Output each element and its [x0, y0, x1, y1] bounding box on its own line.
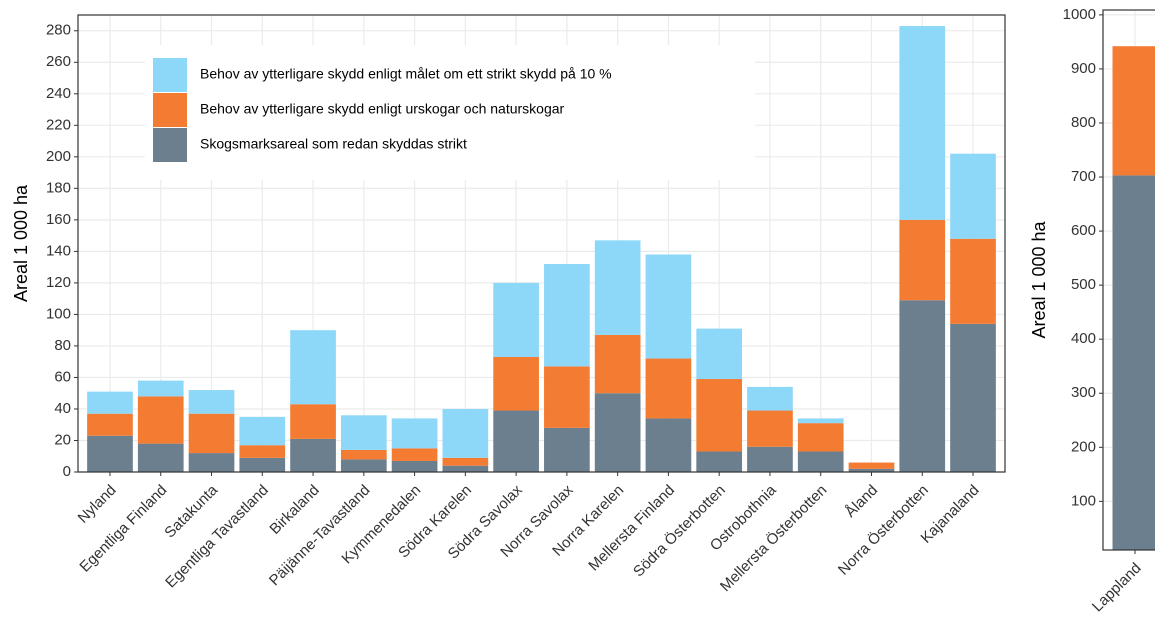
- legend-label: Skogsmarksareal som redan skyddas strikt: [200, 136, 467, 152]
- bar-segment: [493, 357, 539, 411]
- y-tick-label: 160: [46, 211, 71, 228]
- bar-segment: [950, 154, 996, 239]
- legend-key: [153, 93, 187, 127]
- y-tick-label: 240: [46, 85, 71, 102]
- y-tick-label: 200: [46, 148, 71, 165]
- x-tick-label: Norra Österbotten: [834, 481, 932, 579]
- legend-key: [153, 58, 187, 92]
- bar-segment: [443, 409, 489, 458]
- y-tick-label: 280: [46, 22, 71, 39]
- bar-segment: [138, 381, 184, 397]
- y-axis-title: Areal 1 000 ha: [11, 184, 31, 302]
- x-tick-label: Nyland: [75, 482, 120, 527]
- bar-segment: [696, 329, 742, 379]
- bar-segment: [87, 414, 133, 436]
- bar-segment: [239, 445, 285, 458]
- y-tick-label: 400: [1071, 330, 1096, 347]
- bar-segment: [138, 396, 184, 443]
- y-tick-label: 200: [1071, 438, 1096, 455]
- x-tick-label: Egentliga Finland: [76, 482, 170, 576]
- bar-segment: [189, 453, 235, 472]
- x-tick-label: Lappland: [1089, 560, 1145, 616]
- bar-segment: [392, 461, 438, 472]
- y-tick-label: 20: [54, 431, 71, 448]
- y-tick-label: 800: [1071, 114, 1096, 131]
- y-axis-title: Areal 1 000 ha: [1029, 220, 1049, 338]
- legend: Behov av ytterligare skydd enligt målet …: [145, 45, 755, 180]
- bar-segment: [290, 404, 336, 439]
- bar-segment: [392, 418, 438, 448]
- bar-segment: [443, 458, 489, 466]
- bar-segment: [950, 239, 996, 324]
- legend-label: Behov av ytterligare skydd enligt målet …: [200, 66, 612, 82]
- y-tick-label: 260: [46, 53, 71, 70]
- x-tick-label: Egentliga Tavastland: [162, 482, 272, 592]
- bar-segment: [646, 359, 692, 419]
- bar-segment: [341, 450, 387, 459]
- y-tick-label: 500: [1071, 276, 1096, 293]
- bar-segment: [595, 393, 641, 472]
- bar-segment: [493, 283, 539, 357]
- bar-segment: [1113, 46, 1155, 175]
- bar-segment: [239, 417, 285, 445]
- bar-segment: [696, 379, 742, 451]
- bar-segment: [290, 439, 336, 472]
- y-tick-label: 0: [63, 463, 71, 480]
- bar-segment: [239, 458, 285, 472]
- y-tick-label: 120: [46, 274, 71, 291]
- bar-segment: [696, 452, 742, 472]
- bar-segment: [544, 264, 590, 366]
- y-tick-label: 80: [54, 337, 71, 354]
- bar-segment: [87, 436, 133, 472]
- y-tick-label: 40: [54, 400, 71, 417]
- y-tick-label: 140: [46, 242, 71, 259]
- bar-segment: [899, 26, 945, 220]
- y-tick-label: 220: [46, 116, 71, 133]
- bar-segment: [747, 411, 793, 447]
- bar-segment: [493, 411, 539, 472]
- bar-segment: [950, 324, 996, 472]
- bar-segment: [798, 423, 844, 451]
- y-tick-label: 1000: [1063, 6, 1096, 23]
- y-tick-label: 600: [1071, 222, 1096, 239]
- y-tick-label: 700: [1071, 168, 1096, 185]
- bar-segment: [189, 390, 235, 414]
- bar-segment: [899, 300, 945, 472]
- x-tick-label: Mellersta Finland: [585, 482, 678, 575]
- bar-segment: [1113, 175, 1155, 550]
- x-tick-label: Åland: [842, 482, 881, 521]
- y-tick-label: 300: [1071, 384, 1096, 401]
- bar-segment: [747, 447, 793, 472]
- bar-segment: [341, 459, 387, 472]
- bar-segment: [87, 392, 133, 414]
- y-tick-label: 180: [46, 179, 71, 196]
- y-tick-label: 900: [1071, 60, 1096, 77]
- bar-segment: [646, 418, 692, 472]
- bar-segment: [646, 255, 692, 359]
- bar-segment: [189, 414, 235, 453]
- y-tick-label: 100: [46, 305, 71, 322]
- bar-segment: [849, 463, 895, 469]
- bar-segment: [798, 418, 844, 423]
- bar-segment: [392, 448, 438, 461]
- legend-label: Behov av ytterligare skydd enligt urskog…: [200, 101, 565, 117]
- bar-segment: [290, 330, 336, 404]
- bar-segment: [899, 220, 945, 300]
- bar-segment: [595, 240, 641, 335]
- bar-segment: [341, 415, 387, 450]
- bar-segment: [138, 444, 184, 472]
- x-tick-label: Södra Österbotten: [629, 481, 728, 580]
- bar-segment: [544, 366, 590, 427]
- bar-segment: [443, 466, 489, 472]
- legend-key: [153, 128, 187, 162]
- bar-segment: [747, 387, 793, 411]
- y-tick-label: 60: [54, 368, 71, 385]
- y-tick-label: 100: [1071, 492, 1096, 509]
- bar-segment: [798, 452, 844, 472]
- bar-segment: [544, 428, 590, 472]
- bar-segment: [595, 335, 641, 393]
